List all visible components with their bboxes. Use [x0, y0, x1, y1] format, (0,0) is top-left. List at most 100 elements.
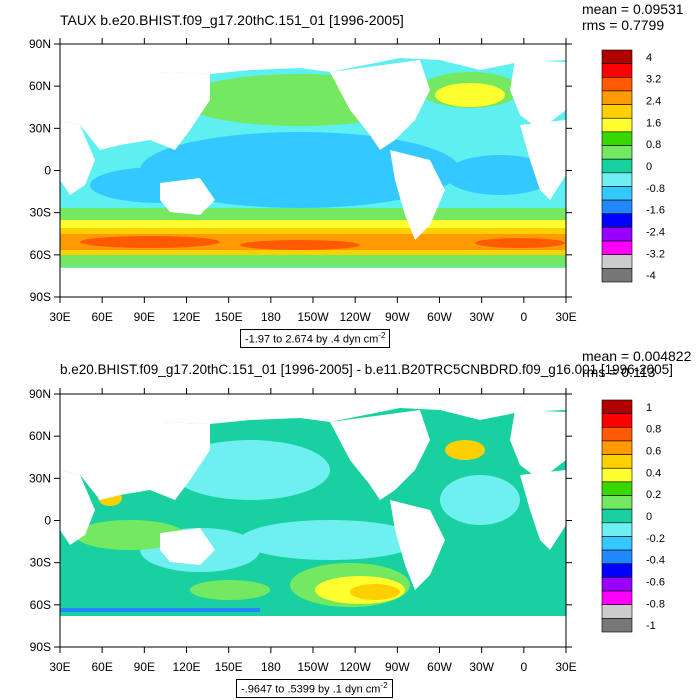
- lon-label: 120W: [339, 660, 371, 674]
- lon-label: 120E: [172, 660, 200, 674]
- bottom-south-pacific-gold: [350, 584, 400, 600]
- colorbar-label: 3.2: [646, 74, 661, 86]
- colorbar-label: 0.4: [646, 467, 661, 479]
- colorbar-swatch: [601, 618, 633, 633]
- lon-label: 150E: [215, 310, 243, 324]
- lon-label: 60E: [91, 660, 112, 674]
- bottom-info-text: -.9647 to .5399 by .1 dyn cm: [241, 683, 381, 696]
- colorbar-swatch: [601, 145, 633, 160]
- bottom-rms: rms = 0.113: [582, 364, 656, 380]
- colorbar-label: 0.2: [646, 489, 661, 501]
- lon-label: 90W: [385, 660, 410, 674]
- lat-label: 30N: [29, 121, 51, 135]
- colorbar-swatch: [601, 131, 633, 146]
- top-south-band-yellow: [60, 220, 566, 230]
- lon-label: 60W: [427, 660, 452, 674]
- lat-label: 90S: [30, 640, 51, 654]
- lon-label: 0: [520, 660, 527, 674]
- top-antarctica: [60, 268, 566, 297]
- colorbar-swatch: [601, 481, 633, 496]
- bottom-antarctica: [60, 616, 566, 647]
- lon-label: 120W: [339, 310, 371, 324]
- bottom-antarctic-blue-edge: [60, 608, 260, 612]
- colorbar-swatch: [601, 440, 633, 455]
- lon-label: 30E: [49, 310, 70, 324]
- colorbar-swatch: [601, 49, 633, 64]
- lat-label: 60S: [30, 248, 51, 262]
- colorbar-swatch: [601, 563, 633, 578]
- colorbar-swatch: [601, 536, 633, 551]
- colorbar-swatch: [601, 413, 633, 428]
- colorbar-swatch: [601, 227, 633, 242]
- colorbar-label: -0.8: [646, 183, 665, 195]
- lon-label: 90E: [134, 660, 155, 674]
- colorbar-swatch: [601, 76, 633, 92]
- bottom-info-sup: -2: [380, 681, 388, 690]
- lat-label: 60S: [30, 598, 51, 612]
- bottom-mean: mean = 0.004822: [582, 348, 692, 364]
- bottom-south-indian-green: [190, 580, 270, 600]
- lon-label: 150E: [215, 660, 243, 674]
- bottom-panel: b.e20.BHIST.f09_g17.20thC.151_01 [1996-2…: [0, 348, 700, 700]
- bottom-info-box: -.9647 to .5399 by .1 dyn cm-2: [236, 679, 393, 698]
- colorbar-swatch: [601, 604, 633, 619]
- colorbar-swatch: [601, 508, 633, 524]
- bottom-africa-west: [60, 470, 95, 545]
- colorbar-swatch: [601, 172, 633, 187]
- colorbar-label: -4: [646, 270, 656, 282]
- top-south-peak-pacific: [240, 240, 360, 250]
- colorbar-swatch: [601, 240, 633, 256]
- lon-label: 90W: [385, 310, 410, 324]
- top-south-america: [390, 150, 445, 240]
- lon-label: 90E: [134, 310, 155, 324]
- colorbar-label: -0.8: [646, 598, 665, 610]
- bottom-arctic-land: [60, 394, 566, 430]
- lat-label: 60N: [29, 79, 51, 93]
- top-australia: [160, 178, 215, 215]
- top-panel: TAUX b.e20.BHIST.f09_g17.20thC.151_01 [1…: [29, 1, 684, 348]
- colorbar-label: 4: [646, 52, 652, 64]
- lat-label: 30N: [29, 471, 51, 485]
- lon-label: 30E: [49, 660, 70, 674]
- colorbar-swatch: [601, 426, 633, 442]
- bottom-map-field: [60, 394, 566, 647]
- lon-label: 180: [261, 660, 281, 674]
- top-info-sup: -2: [378, 331, 386, 340]
- bottom-north-america: [330, 410, 430, 500]
- top-south-band-green: [60, 208, 566, 222]
- colorbar-label: 0.8: [646, 424, 661, 436]
- colorbar-swatch: [601, 268, 633, 283]
- colorbar-swatch: [601, 495, 633, 510]
- lat-label: 0: [44, 514, 51, 528]
- colorbar-swatch: [601, 399, 633, 414]
- lat-label: 90S: [30, 290, 51, 304]
- colorbar-swatch: [601, 467, 633, 483]
- top-antarctic-edge: [60, 255, 566, 267]
- colorbar-label: 1: [646, 402, 652, 414]
- colorbar-swatch: [601, 90, 633, 105]
- top-panel-title: TAUX b.e20.BHIST.f09_g17.20thC.151_01 [1…: [60, 12, 404, 28]
- colorbar-label: 1.6: [646, 117, 661, 129]
- colorbar-swatch: [601, 104, 633, 119]
- top-colorbar: 4 3.2 2.4 1.6 0.8 0 -0.8 -1.6 -2.4 -3.2 -4: [601, 49, 665, 283]
- bottom-europe: [510, 410, 566, 480]
- colorbar-label: 0: [646, 161, 652, 173]
- colorbar-swatch: [601, 577, 633, 592]
- top-map-field: [60, 44, 566, 297]
- top-atlantic-easterlies: [445, 155, 555, 195]
- top-panel-stats: mean = 0.09531 rms = 0.7799: [582, 1, 684, 33]
- top-map-svg: 90N 60N 30N 0 30S 60S 90S 30E 60E 90E 120E 150E 180 1…: [29, 37, 665, 324]
- top-north-atlantic-peak: [435, 83, 505, 107]
- lat-label: 0: [44, 164, 51, 178]
- bottom-south-america: [390, 500, 445, 590]
- colorbar-swatch: [601, 590, 633, 606]
- bottom-tropical-cyan: [240, 520, 420, 560]
- colorbar-swatch: [601, 158, 633, 174]
- lat-label: 60N: [29, 429, 51, 443]
- lon-label: 30W: [469, 310, 494, 324]
- top-africa-east: [520, 120, 566, 200]
- colorbar-swatch: [601, 117, 633, 133]
- colorbar-label: -0.2: [646, 533, 665, 545]
- top-south-peak-indian: [80, 236, 220, 248]
- colorbar-label: 0: [646, 511, 652, 523]
